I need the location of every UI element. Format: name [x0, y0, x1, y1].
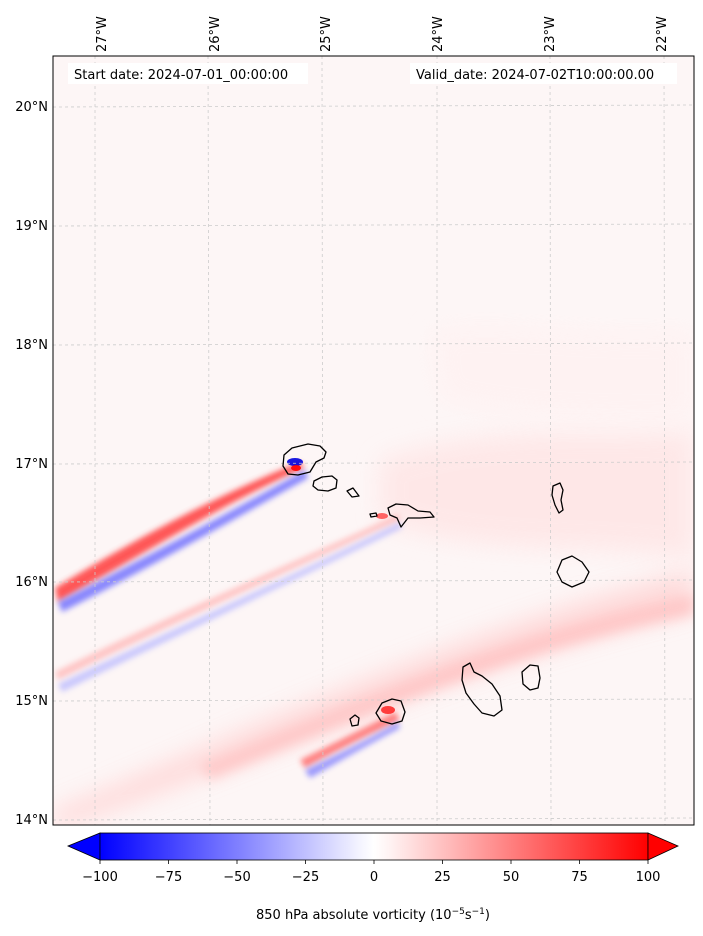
colorbar-tick-label: 0	[370, 870, 378, 885]
colorbar-tick-label: 75	[571, 870, 588, 885]
colorbar-gradient	[99, 832, 649, 861]
colorbar-label: 850 hPa absolute vorticity (10−5s−1)	[256, 907, 490, 923]
island-maio	[521, 664, 541, 691]
wake-positive-north	[55, 462, 304, 602]
positive-patches-east	[380, 430, 694, 560]
lat-label: 18°N	[15, 338, 48, 353]
coastlines	[282, 443, 590, 727]
colorbar-extend-max	[647, 832, 679, 861]
lat-label: 15°N	[15, 694, 48, 709]
lon-label: 22°W	[655, 16, 670, 52]
island-santa-luzia	[346, 487, 360, 498]
vorticity-field	[53, 327, 694, 825]
wake-positive-middle	[55, 514, 400, 680]
wake-positive-south	[300, 712, 400, 768]
lon-label: 27°W	[95, 16, 110, 52]
island-santiago	[461, 662, 503, 717]
lat-label: 17°N	[15, 457, 48, 472]
positive-vortex-fogo	[381, 706, 395, 714]
wake-negative-middle	[58, 522, 402, 692]
positive-vortex-santo-antao	[291, 465, 301, 471]
graticule	[52, 55, 695, 826]
lon-label: 26°W	[208, 16, 223, 52]
lat-label: 14°N	[15, 813, 48, 828]
start-date-box	[68, 63, 308, 84]
latitude-labels: 20°N 19°N 18°N 17°N 16°N 15°N 14°N	[15, 100, 48, 828]
island-raso	[369, 512, 378, 518]
colorbar-tick-label: 25	[434, 870, 451, 885]
valid-date-box	[410, 63, 677, 84]
island-boa-vista	[556, 555, 590, 588]
island-santo-antao	[282, 443, 327, 476]
island-sal	[551, 482, 564, 514]
wake-negative-north	[58, 470, 308, 612]
colorbar-ticks	[99, 860, 649, 864]
lon-label: 24°W	[431, 16, 446, 52]
lon-label: 23°W	[543, 16, 558, 52]
longitude-labels: 27°W 26°W 25°W 24°W 23°W 22°W	[95, 16, 670, 52]
wake-negative-south	[305, 722, 400, 778]
colorbar-tick-label: 100	[636, 870, 661, 885]
valid-date-label: Valid_date: 2024-07-02T10:00:00.00	[416, 68, 654, 83]
island-fogo	[375, 698, 406, 725]
colorbar: −100 −75 −50 −25 0 25 50 75 100 850 hPa …	[66, 832, 679, 923]
lon-label: 25°W	[319, 16, 334, 52]
negative-vortex-santo-antao	[287, 458, 303, 466]
lat-label: 20°N	[15, 100, 48, 115]
lat-label: 19°N	[15, 219, 48, 234]
colorbar-tick-label: −25	[292, 870, 319, 885]
colorbar-tick-label: −50	[223, 870, 250, 885]
positive-band-core	[200, 595, 694, 780]
map-frame	[52, 55, 695, 826]
lat-label: 16°N	[15, 575, 48, 590]
positive-vortex-sao-nicolau	[376, 513, 388, 519]
island-sao-vicente	[312, 475, 338, 492]
colorbar-extend-min	[66, 832, 101, 861]
island-sao-nicolau	[387, 503, 435, 528]
colorbar-tick-label: 50	[503, 870, 520, 885]
weak-positive-north	[430, 327, 694, 420]
island-brava	[349, 714, 360, 727]
colorbar-tick-label: −75	[155, 870, 182, 885]
start-date-label: Start date: 2024-07-01_00:00:00	[74, 68, 288, 83]
colorbar-tick-label: −100	[82, 870, 118, 885]
